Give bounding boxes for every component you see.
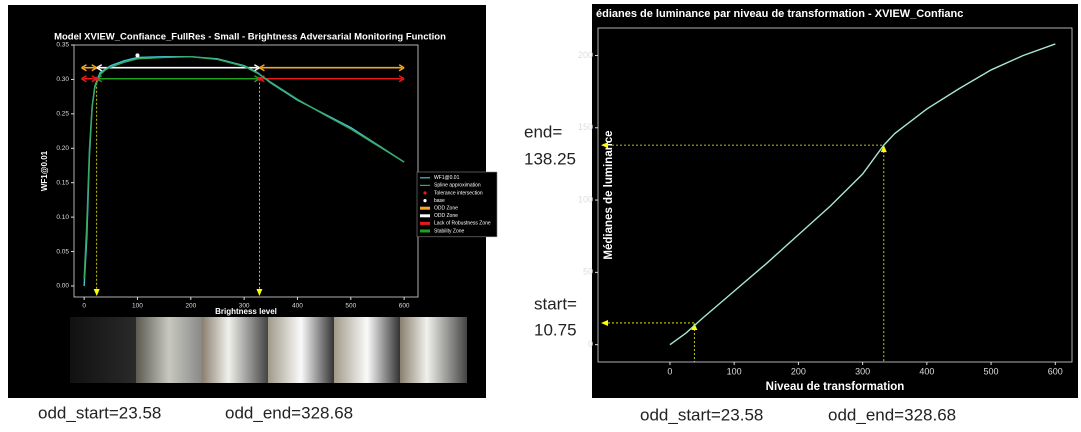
chart-title: édianes de luminance par niveau de trans… [596, 8, 963, 20]
y-tick-label: 0.05 [56, 248, 69, 255]
thumbnails [70, 317, 467, 383]
y-tick-label: 200 [578, 50, 593, 60]
y-tick-label: 100 [578, 194, 593, 204]
footer-text: odd_end=328.68 [828, 405, 956, 424]
y-tick-label: 0.35 [56, 42, 69, 49]
y-tick-label: 150 [578, 122, 593, 132]
legend-label: Stability Zone [434, 228, 465, 234]
x-tick-label: 0 [82, 302, 86, 309]
y-axis-label: WF1@0.01 [40, 150, 49, 191]
x-tick-label: 200 [185, 302, 196, 309]
x-tick-label: 300 [855, 367, 870, 377]
legend-swatch [423, 191, 426, 194]
x-tick-label: 100 [132, 302, 143, 309]
page: {"chart_data":[ {"type":"line","title":"… [0, 0, 1081, 432]
legend-label: Tolerance intersection [434, 190, 483, 196]
y-tick-label: 0.10 [56, 214, 69, 221]
y-tick-label: 0.00 [56, 283, 69, 290]
start-label: start= [534, 294, 577, 313]
legend-label: WF1@0.01 [434, 175, 460, 181]
y-axis-label: Médianes de luminance [603, 130, 615, 259]
y-tick-label: 0.25 [56, 111, 69, 118]
chart-title: Model XVIEW_Confiance_FullRes - Small - … [54, 32, 446, 43]
legend-label: Lack of Robustness Zone [434, 221, 491, 227]
legend-label: ODD Zone [434, 206, 458, 212]
legend-label: ODD Zone [434, 213, 458, 219]
footer-text: odd_end=328.68 [225, 403, 353, 422]
x-tick-label: 500 [345, 302, 356, 309]
y-tick-label: 0 [588, 339, 593, 349]
slide: end= 138.25 start= 10.75 odd_start=23.58… [0, 0, 1081, 432]
thumbnail [268, 317, 334, 383]
point-marker [257, 77, 261, 81]
thumbnail [202, 317, 268, 383]
x-tick-label: 400 [919, 367, 934, 377]
thumbnail [70, 317, 136, 383]
y-tick-label: 0.30 [56, 76, 69, 83]
footer-text: odd_start=23.58 [640, 405, 763, 424]
x-axis-label: Niveau de transformation [766, 381, 905, 393]
x-tick-label: 500 [984, 367, 999, 377]
x-tick-label: 100 [727, 367, 742, 377]
x-tick-label: 200 [791, 367, 806, 377]
x-tick-label: 400 [292, 302, 303, 309]
x-tick-label: 600 [1048, 367, 1063, 377]
thumbnail [334, 317, 400, 383]
legend-label: Spline approximation [434, 183, 481, 189]
start-value: 10.75 [534, 320, 577, 339]
end-value: 138.25 [524, 149, 576, 168]
legend-swatch [423, 199, 426, 202]
x-tick-label: 300 [239, 302, 250, 309]
thumbnail [136, 317, 202, 383]
y-tick-label: 0.15 [56, 179, 69, 186]
y-tick-label: 0.20 [56, 145, 69, 152]
footer-text: odd_start=23.58 [38, 403, 161, 422]
thumbnail [400, 317, 467, 383]
point-marker [135, 53, 139, 57]
y-tick-label: 50 [583, 267, 593, 277]
legend-label: base [434, 198, 445, 204]
x-tick-label: 600 [399, 302, 410, 309]
legend-box [417, 172, 497, 237]
end-label: end= [524, 122, 562, 141]
x-tick-label: 0 [667, 367, 672, 377]
point-marker [95, 77, 99, 81]
